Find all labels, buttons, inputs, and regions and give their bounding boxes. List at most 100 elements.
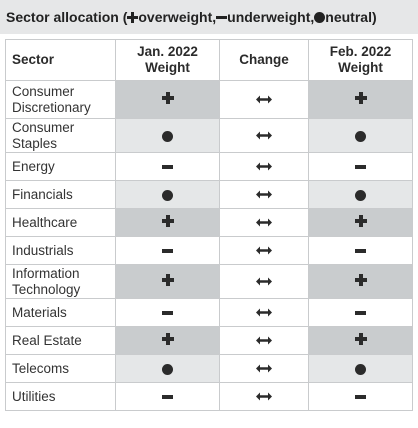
header-row: Sector Jan. 2022 Weight Change Feb. 2022… xyxy=(5,39,413,81)
change-cell xyxy=(219,354,309,383)
sector-name: Healthcare xyxy=(5,208,116,237)
title-neutral: neutral) xyxy=(325,9,377,25)
dot-icon xyxy=(162,130,173,142)
header-change: Change xyxy=(219,39,309,81)
table-row: Consumer Staples xyxy=(5,118,413,153)
change-cell xyxy=(219,264,309,299)
minus-icon xyxy=(162,165,173,170)
table-row: Materials xyxy=(5,298,413,327)
double-arrow-icon xyxy=(256,128,272,143)
header-feb-weight: Feb. 2022 Weight xyxy=(308,39,413,81)
change-cell xyxy=(219,152,309,181)
table-body: Consumer Discretionary Consumer Staples En… xyxy=(5,80,413,411)
plus-icon xyxy=(127,11,139,23)
minus-icon xyxy=(162,249,173,254)
minus-icon xyxy=(355,249,366,254)
sector-name: Financials xyxy=(5,180,116,209)
plus-icon xyxy=(161,215,174,227)
sector-name: Energy xyxy=(5,152,116,181)
header-sector: Sector xyxy=(5,39,116,81)
jan-weight-cell xyxy=(115,298,220,327)
sector-name: Consumer Staples xyxy=(5,118,116,153)
jan-weight-cell xyxy=(115,152,220,181)
plus-icon xyxy=(161,333,174,345)
plus-icon xyxy=(354,92,367,104)
double-arrow-icon xyxy=(256,333,272,348)
table-row: Telecoms xyxy=(5,354,413,383)
sector-name: Real Estate xyxy=(5,326,116,355)
change-cell xyxy=(219,382,309,411)
table-row: Information Technology xyxy=(5,264,413,299)
plus-icon xyxy=(161,274,174,286)
jan-weight-cell xyxy=(115,208,220,237)
double-arrow-icon xyxy=(256,159,272,174)
table-title: Sector allocation ( overweight, underwei… xyxy=(0,0,418,34)
dot-icon xyxy=(162,189,173,201)
feb-weight-cell xyxy=(308,152,413,181)
double-arrow-icon xyxy=(256,305,272,320)
sector-allocation-table: Sector Jan. 2022 Weight Change Feb. 2022… xyxy=(5,39,413,411)
jan-weight-cell xyxy=(115,236,220,265)
sector-name: Materials xyxy=(5,298,116,327)
table-row: Utilities xyxy=(5,382,413,411)
minus-icon xyxy=(355,311,366,316)
table-row: Consumer Discretionary xyxy=(5,80,413,119)
dot-icon xyxy=(355,363,366,375)
minus-icon xyxy=(162,395,173,400)
minus-icon xyxy=(355,165,366,170)
change-cell xyxy=(219,326,309,355)
double-arrow-icon xyxy=(256,187,272,202)
plus-icon xyxy=(354,274,367,286)
change-cell xyxy=(219,208,309,237)
feb-weight-cell xyxy=(308,298,413,327)
double-arrow-icon xyxy=(256,243,272,258)
title-underweight: underweight, xyxy=(227,9,315,25)
feb-weight-cell xyxy=(308,354,413,383)
table-row: Financials xyxy=(5,180,413,209)
plus-icon xyxy=(161,92,174,104)
jan-weight-cell xyxy=(115,180,220,209)
feb-weight-cell xyxy=(308,326,413,355)
table-row: Healthcare xyxy=(5,208,413,237)
jan-weight-cell xyxy=(115,264,220,299)
sector-name: Utilities xyxy=(5,382,116,411)
minus-icon xyxy=(355,395,366,400)
double-arrow-icon xyxy=(256,215,272,230)
header-jan-weight: Jan. 2022 Weight xyxy=(115,39,220,81)
jan-weight-cell xyxy=(115,326,220,355)
change-cell xyxy=(219,180,309,209)
change-cell xyxy=(219,118,309,153)
feb-weight-cell xyxy=(308,118,413,153)
change-cell xyxy=(219,298,309,327)
table-row: Real Estate xyxy=(5,326,413,355)
change-cell xyxy=(219,80,309,119)
sector-name: Information Technology xyxy=(5,264,116,299)
double-arrow-icon xyxy=(256,389,272,404)
jan-weight-cell xyxy=(115,80,220,119)
feb-weight-cell xyxy=(308,264,413,299)
jan-weight-cell xyxy=(115,354,220,383)
sector-name: Industrials xyxy=(5,236,116,265)
double-arrow-icon xyxy=(256,274,272,289)
feb-weight-cell xyxy=(308,180,413,209)
plus-icon xyxy=(354,333,367,345)
feb-weight-cell xyxy=(308,382,413,411)
double-arrow-icon xyxy=(256,361,272,376)
minus-icon xyxy=(216,15,228,19)
table-row: Energy xyxy=(5,152,413,181)
dot-icon xyxy=(355,189,366,201)
jan-weight-cell xyxy=(115,118,220,153)
feb-weight-cell xyxy=(308,208,413,237)
dot-icon xyxy=(314,11,326,23)
title-overweight: overweight, xyxy=(138,9,217,25)
double-arrow-icon xyxy=(256,92,272,107)
sector-name: Consumer Discretionary xyxy=(5,80,116,119)
title-prefix: Sector allocation ( xyxy=(6,9,128,25)
feb-weight-cell xyxy=(308,236,413,265)
sector-name: Telecoms xyxy=(5,354,116,383)
minus-icon xyxy=(162,311,173,316)
feb-weight-cell xyxy=(308,80,413,119)
table-row: Industrials xyxy=(5,236,413,265)
change-cell xyxy=(219,236,309,265)
dot-icon xyxy=(355,130,366,142)
